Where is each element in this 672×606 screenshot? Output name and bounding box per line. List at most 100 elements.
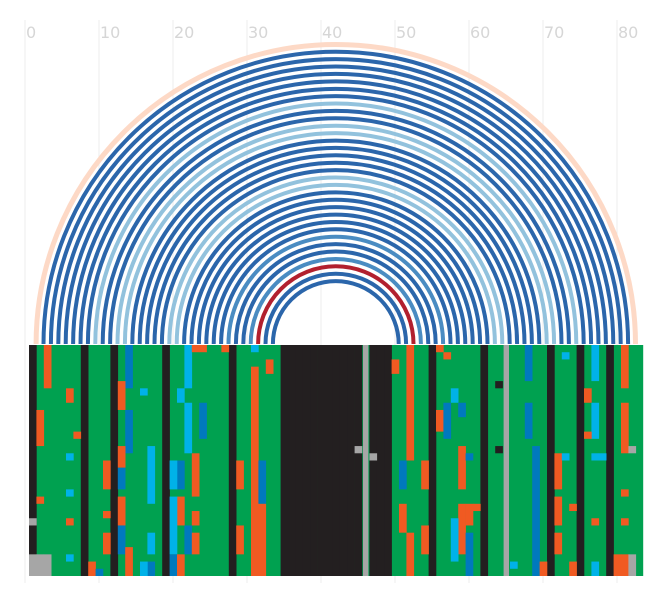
matrix-cell-run	[591, 345, 600, 382]
arc-24-59	[204, 212, 468, 345]
gap-column	[480, 345, 489, 576]
n-column	[503, 345, 509, 576]
matrix-cell-run	[147, 446, 156, 504]
matrix-cell-run	[406, 532, 415, 576]
gap-column	[376, 345, 385, 576]
arc-1-82	[33, 41, 638, 345]
matrix-cell-run	[450, 388, 459, 403]
matrix-cell-run	[140, 561, 148, 576]
gap-column	[339, 345, 348, 576]
arc-28-55	[233, 242, 438, 345]
matrix-cell-run	[177, 496, 185, 526]
arc-10-73	[100, 108, 571, 345]
matrix-cell-run	[169, 496, 178, 555]
matrix-cell-run	[43, 554, 52, 576]
matrix-cell-run	[628, 446, 637, 454]
arc-19-64	[167, 175, 505, 345]
matrix-cell-run	[524, 345, 533, 382]
arc-26-57	[219, 227, 453, 345]
gap-column	[547, 345, 555, 576]
matrix-cell-run	[458, 446, 466, 490]
matrix-cell-run	[450, 518, 459, 562]
arc-9-74	[93, 101, 579, 345]
n-column	[363, 345, 369, 576]
matrix-cell-run	[354, 446, 363, 454]
arc-6-77	[71, 79, 601, 345]
gap-column	[29, 345, 37, 576]
gap-column	[354, 345, 363, 576]
gap-column	[110, 345, 119, 576]
matrix-cell-run	[458, 402, 466, 418]
matrix-cell-run	[591, 453, 600, 461]
matrix-cell-run	[184, 525, 193, 555]
gap-column	[347, 345, 355, 576]
matrix-cell-run	[125, 547, 133, 576]
arc-23-60	[196, 205, 475, 345]
matrix-cell-run	[621, 402, 629, 454]
arc-17-66	[152, 160, 520, 345]
arc-13-70	[122, 131, 549, 345]
gap-column	[606, 345, 614, 576]
alignment-matrix	[29, 345, 644, 576]
matrix-cell-run	[561, 453, 570, 461]
matrix-cell-run	[66, 388, 74, 403]
matrix-cell-run	[421, 460, 429, 490]
matrix-cell-run	[258, 503, 267, 576]
arc-27-56	[226, 234, 446, 345]
matrix-cell-run	[66, 518, 74, 526]
matrix-cell-run	[191, 345, 200, 353]
matrix-cell-run	[95, 568, 104, 576]
gap-column	[428, 345, 437, 576]
matrix-cell-run	[199, 402, 207, 439]
matrix-cell-run	[621, 489, 629, 497]
arc-18-65	[159, 168, 512, 345]
arc-11-72	[108, 116, 564, 345]
matrix-cell-run	[465, 453, 474, 461]
matrix-cell-run	[591, 402, 600, 439]
matrix-cell-run	[191, 532, 200, 555]
matrix-cell-run	[73, 431, 82, 439]
gap-column	[295, 345, 304, 576]
matrix-cell-run	[258, 460, 267, 504]
matrix-cell-run	[191, 453, 200, 497]
matrix-cell-run	[199, 345, 207, 353]
gap-column	[325, 345, 333, 576]
x-tick-label: 20	[174, 23, 194, 42]
x-tick-label: 0	[26, 23, 36, 42]
matrix-cell-run	[561, 352, 570, 360]
matrix-cell-run	[177, 460, 185, 490]
matrix-cell-run	[443, 352, 452, 360]
matrix-cell-run	[421, 525, 429, 555]
gap-column	[310, 345, 318, 576]
matrix-cell-run	[369, 453, 378, 461]
matrix-cell-run	[436, 345, 444, 353]
matrix-cell-run	[613, 554, 622, 576]
matrix-cell-run	[191, 511, 200, 526]
matrix-cell-run	[465, 532, 474, 576]
arc-16-67	[145, 153, 527, 345]
matrix-cell-run	[524, 402, 533, 439]
matrix-cell-run	[495, 446, 503, 454]
matrix-cell-run	[125, 345, 133, 389]
gap-column	[80, 345, 89, 576]
matrix-cell-run	[43, 345, 52, 389]
arc-22-61	[189, 197, 483, 345]
matrix-cell-run	[147, 532, 156, 555]
matrix-cell-run	[103, 460, 111, 490]
gap-column	[288, 345, 296, 576]
gap-column	[576, 345, 585, 576]
matrix-cell-run	[29, 518, 37, 526]
matrix-cell-run	[184, 402, 193, 454]
matrix-cell-run	[125, 409, 133, 454]
matrix-cell-run	[169, 460, 178, 490]
matrix-cell-run	[236, 460, 244, 490]
matrix-cell-run	[569, 503, 577, 512]
matrix-cell-run	[177, 388, 185, 403]
matrix-cell-run	[584, 431, 592, 439]
arc-15-68	[137, 145, 534, 345]
matrix-cell-run	[117, 381, 126, 410]
matrix-cell-run	[117, 446, 126, 468]
x-tick-label: 30	[248, 23, 268, 42]
matrix-cell-run	[36, 496, 45, 504]
